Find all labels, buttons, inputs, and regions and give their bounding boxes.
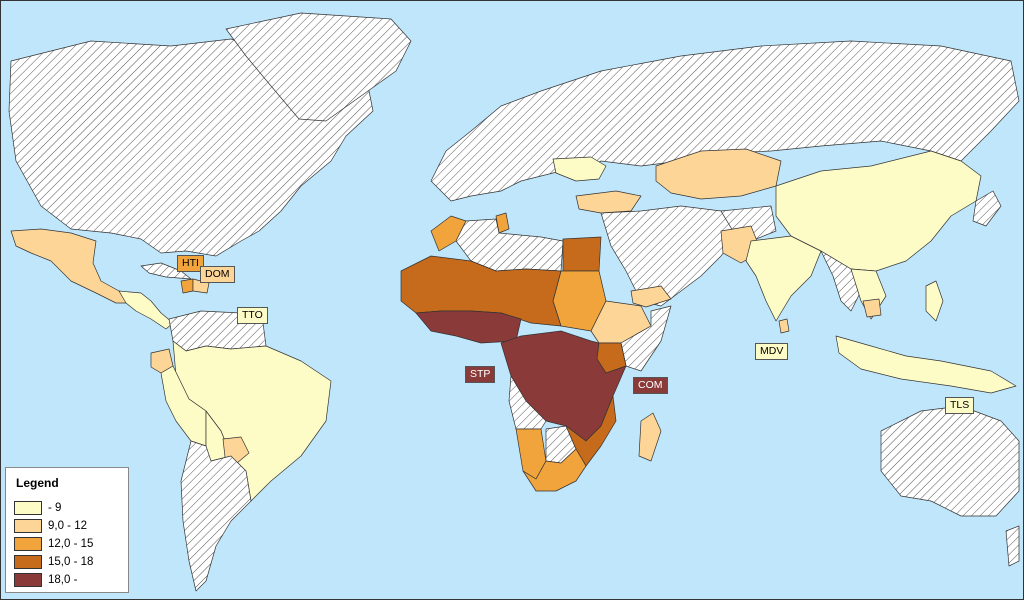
legend-item: 12,0 - 15 — [14, 536, 93, 552]
country-madagascar — [638, 412, 662, 462]
country-kazakhstan — [655, 148, 782, 200]
legend-item: 15,0 - 18 — [14, 554, 93, 570]
country-cambodia — [862, 298, 882, 318]
callout-dom: DOM — [200, 266, 235, 283]
japan-nodata — [972, 190, 1002, 227]
legend-label: 15,0 - 18 — [48, 556, 94, 568]
country-haiti — [180, 278, 194, 294]
new-zealand-nodata — [1005, 525, 1020, 567]
legend-title: Legend — [16, 476, 59, 490]
southern-cone-nodata — [180, 440, 252, 592]
legend-swatch — [14, 519, 42, 533]
legend-swatch — [14, 501, 42, 515]
country-indonesia — [835, 335, 1017, 394]
legend-swatch — [14, 537, 42, 551]
callout-stp: STP — [465, 366, 496, 383]
country-kenya — [596, 342, 627, 374]
callout-tls: TLS — [945, 397, 975, 414]
callout-mdv: MDV — [755, 343, 789, 360]
legend-item: 18,0 - — [14, 572, 77, 588]
callout-hti: HTI — [177, 255, 204, 272]
legend-label: 9,0 - 12 — [48, 520, 87, 532]
legend-label: - 9 — [48, 502, 62, 514]
legend-swatch — [14, 573, 42, 587]
legend-swatch — [14, 555, 42, 569]
country-ukraine — [552, 156, 607, 182]
legend-item: - 9 — [14, 500, 61, 516]
middle-east-nodata — [600, 205, 737, 307]
callout-tto: TTO — [237, 307, 268, 324]
legend-label: 18,0 - — [48, 574, 78, 586]
country-gulf-guinea — [415, 310, 522, 344]
country-south-africa — [522, 448, 587, 492]
country-china — [775, 150, 982, 272]
greenland-nodata — [225, 12, 412, 122]
callout-com: COM — [633, 377, 668, 394]
australia-nodata — [880, 405, 1020, 517]
country-yemen — [630, 285, 672, 308]
country-turkey — [575, 190, 642, 214]
country-sri-lanka — [778, 318, 790, 334]
somalia-nodata — [620, 305, 672, 372]
country-india — [745, 235, 822, 322]
country-egypt — [562, 236, 602, 272]
country-philippines — [925, 280, 944, 322]
legend: Legend - 9 9,0 - 12 12,0 - 15 15,0 - 18 … — [5, 467, 129, 593]
country-central-america — [118, 290, 174, 330]
country-mexico — [10, 228, 130, 304]
legend-item: 9,0 - 12 — [14, 518, 87, 534]
legend-label: 12,0 - 15 — [48, 538, 94, 550]
